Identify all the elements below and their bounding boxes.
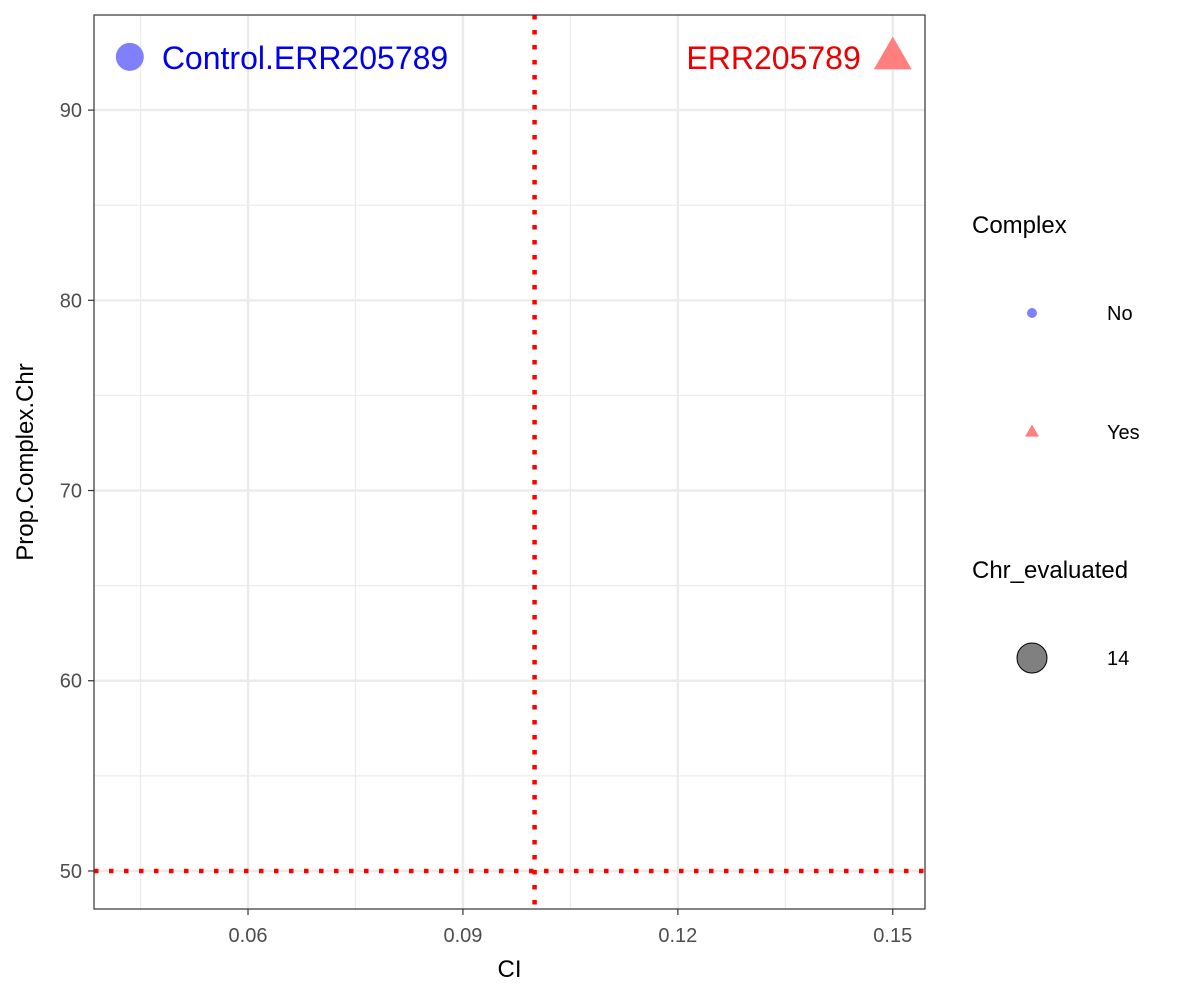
legend-label-complex: Yes [1107,422,1140,444]
y-tick-label: 50 [60,861,82,883]
y-tick-label: 90 [60,100,82,122]
x-tick-label: 0.06 [229,925,268,947]
plot-panel-border [93,14,926,910]
legend-label-complex: No [1107,303,1133,325]
data-point-label: ERR205789 [686,40,860,76]
y-axis-title: Prop.Complex.Chr [12,363,39,560]
data-point-label: Control.ERR205789 [162,40,448,76]
y-tick-label: 60 [60,671,82,693]
legend-title-complex: Complex [972,212,1067,239]
reference-lines [94,15,925,909]
x-tick-label: 0.09 [443,925,482,947]
data-points: Control.ERR205789 ERR205789 [115,36,912,76]
legend-label-size: 14 [1107,648,1129,670]
legend: Complex No Yes Chr_evaluated 14 [972,212,1140,674]
legend-title-chr-evaluated: Chr_evaluated [972,557,1128,584]
legend-key-triangle [1025,424,1039,437]
legend-key-size-circle [1016,642,1048,674]
x-tick-label: 0.12 [658,925,697,947]
axis-ticks: 0.06 0.09 0.12 0.15 50 60 70 80 90 [60,100,912,947]
y-tick-label: 80 [60,290,82,312]
x-axis-title: CI [498,956,522,983]
y-tick-label: 70 [60,481,82,503]
data-point-circle [115,42,144,71]
legend-key-circle [1027,308,1037,318]
data-point-triangle [873,36,912,70]
x-tick-label: 0.15 [873,925,912,947]
